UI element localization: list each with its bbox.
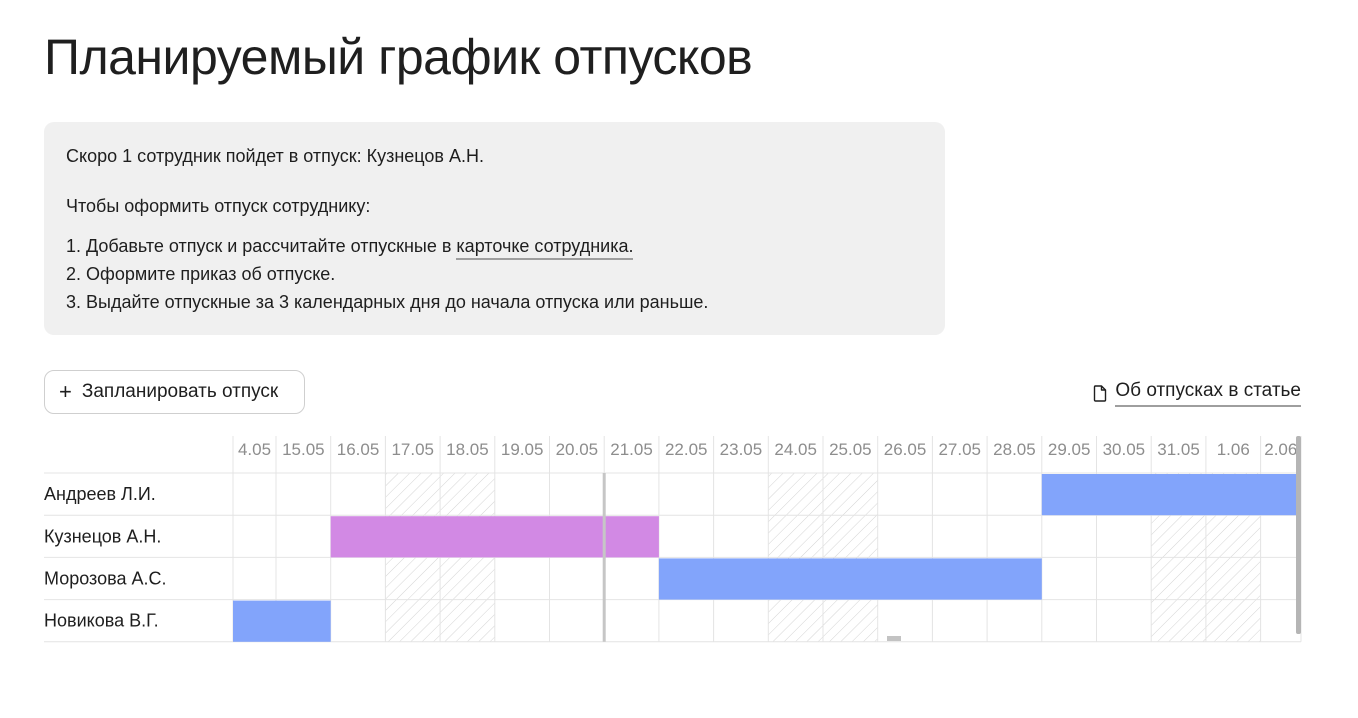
day-header-22.05: 22.05 [665,440,708,459]
day-header-27.05: 27.05 [938,440,981,459]
plan-vacation-button-label: Запланировать отпуск [81,381,279,402]
page-title: Планируемый график отпусков [44,29,753,85]
vertical-scrollbar[interactable] [1296,436,1301,634]
day-header-23.05: 23.05 [720,440,763,459]
day-header-21.05: 21.05 [610,440,653,459]
day-header-29.05: 29.05 [1048,440,1091,459]
notice-steps: 1. Добавьте отпуск и рассчитайте отпускн… [66,232,923,316]
vacation-bar[interactable] [330,516,659,558]
vacation-bar[interactable] [233,600,331,642]
day-header-4.05: 4.05 [238,440,271,459]
notice-step-1-text: 1. Добавьте отпуск и рассчитайте отпускн… [66,236,457,256]
vacation-bar[interactable] [1041,474,1301,516]
employee-name: Морозова А.С. [44,569,166,589]
vacation-article-link-label: Об отпусках в статье [1115,380,1301,407]
day-header-15.05: 15.05 [282,440,325,459]
upcoming-vacation-notice: Скоро 1 сотрудник пойдет в отпуск: Кузне… [44,122,945,335]
notice-step-3: 3. Выдайте отпускные за 3 календарных дн… [66,292,709,312]
employee-name: Андреев Л.И. [44,484,156,504]
day-header-1.06: 1.06 [1217,440,1250,459]
day-header-26.05: 26.05 [884,440,927,459]
day-header-20.05: 20.05 [556,440,599,459]
day-header-24.05: 24.05 [774,440,817,459]
plan-vacation-button[interactable]: + Запланировать отпуск [44,370,305,414]
vacation-article-link[interactable]: Об отпусках в статье [1093,380,1301,407]
day-header-2.06: 2.06 [1264,440,1297,459]
document-icon [1094,385,1107,402]
day-header-19.05: 19.05 [501,440,544,459]
employee-name: Кузнецов А.Н. [44,526,161,546]
day-header-17.05: 17.05 [391,440,434,459]
vacation-bar[interactable] [658,558,1042,600]
notice-step-1: 1. Добавьте отпуск и рассчитайте отпускн… [66,232,923,260]
day-header-25.05: 25.05 [829,440,872,459]
horizontal-scrollbar-thumb[interactable] [887,636,901,641]
day-header-18.05: 18.05 [446,440,489,459]
day-header-31.05: 31.05 [1157,440,1200,459]
employee-card-link[interactable]: карточке сотрудника. [456,236,634,260]
day-header-16.05: 16.05 [337,440,380,459]
notice-summary: Скоро 1 сотрудник пойдет в отпуск: Кузне… [66,146,484,166]
day-header-28.05: 28.05 [993,440,1036,459]
notice-instructions-heading: Чтобы оформить отпуск сотруднику: [66,196,371,216]
plus-icon: + [59,379,72,404]
day-header-30.05: 30.05 [1103,440,1146,459]
employee-name: Новикова В.Г. [44,611,159,631]
notice-step-2: 2. Оформите приказ об отпуске. [66,264,336,284]
